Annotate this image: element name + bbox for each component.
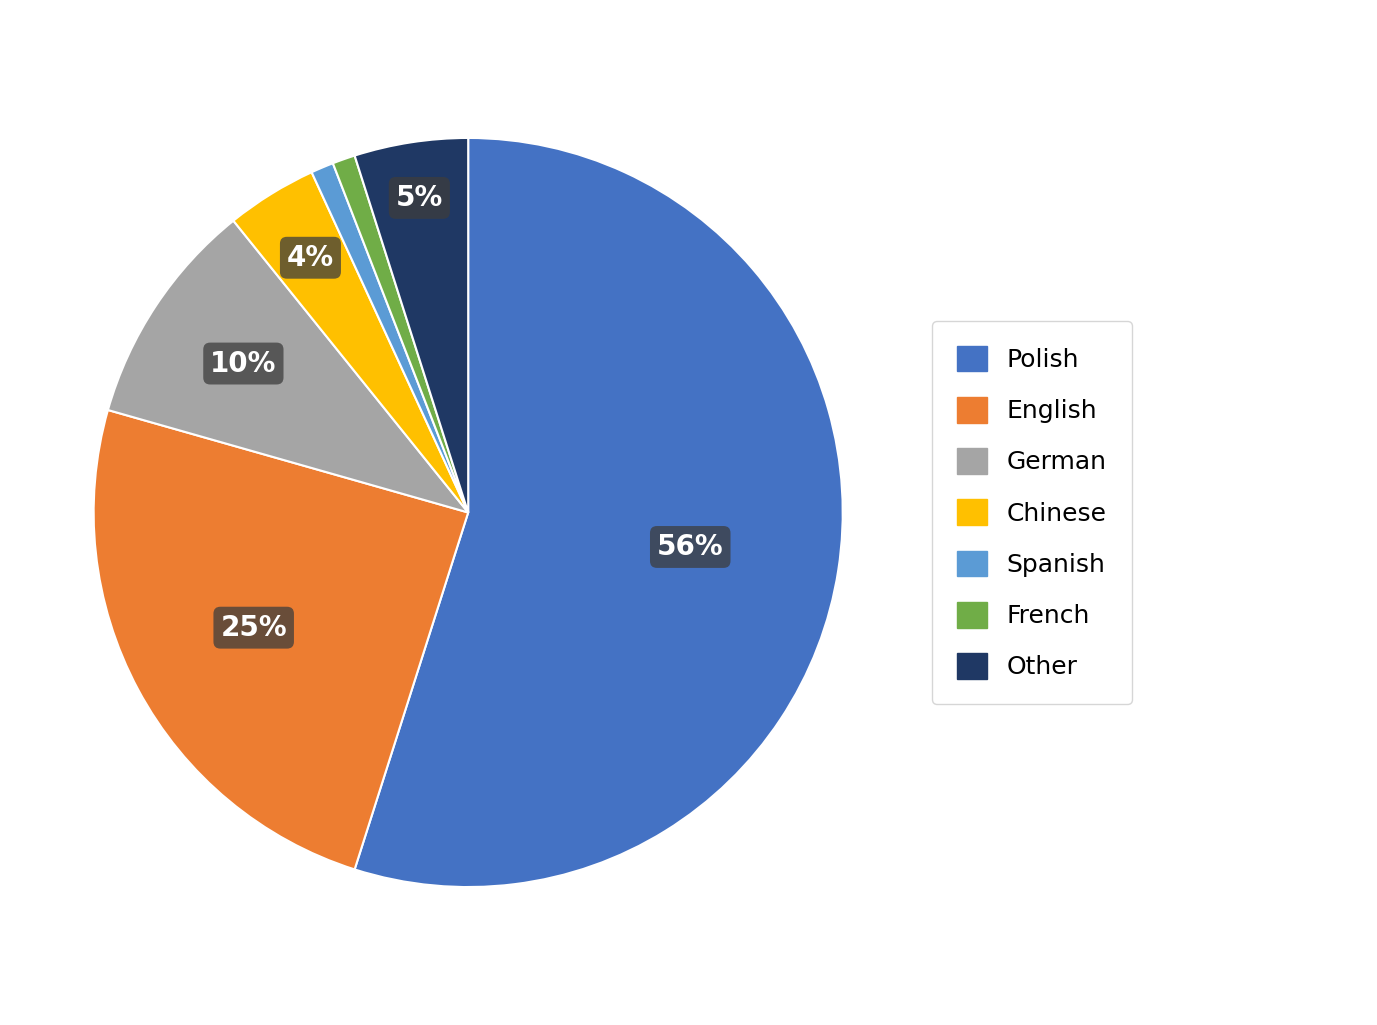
Wedge shape <box>107 220 468 512</box>
Wedge shape <box>233 172 468 512</box>
Text: 10%: 10% <box>211 350 277 377</box>
Wedge shape <box>355 138 468 512</box>
Wedge shape <box>355 138 843 887</box>
Wedge shape <box>333 156 468 512</box>
Wedge shape <box>311 163 468 512</box>
Legend: Polish, English, German, Chinese, Spanish, French, Other: Polish, English, German, Chinese, Spanis… <box>932 321 1132 704</box>
Text: 5%: 5% <box>395 183 443 212</box>
Text: 56%: 56% <box>657 533 723 561</box>
Wedge shape <box>94 410 468 869</box>
Text: 4%: 4% <box>286 244 335 272</box>
Text: 25%: 25% <box>220 614 286 642</box>
